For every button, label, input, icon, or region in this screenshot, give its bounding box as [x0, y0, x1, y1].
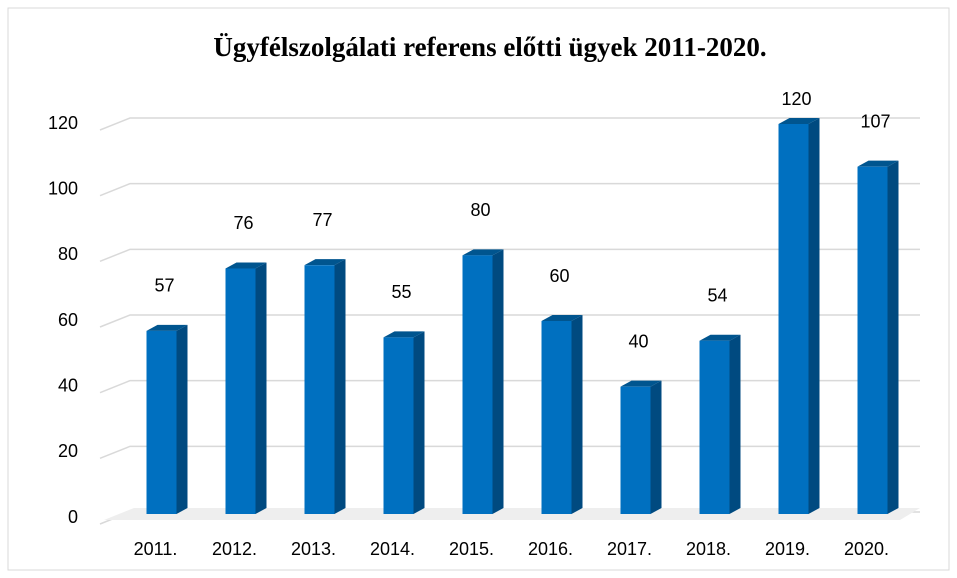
bar: [541, 321, 572, 514]
bar: [699, 340, 730, 514]
bar-side: [650, 380, 662, 514]
bar-side: [492, 249, 504, 515]
x-tick-label: 2016.: [528, 539, 573, 559]
data-label: 77: [312, 210, 332, 230]
bar-side: [255, 262, 267, 514]
data-label: 54: [707, 285, 727, 305]
x-tick-label: 2018.: [686, 539, 731, 559]
bar: [383, 337, 414, 514]
data-label: 120: [781, 89, 811, 109]
x-tick-label: 2019.: [765, 539, 810, 559]
grid-line: [99, 248, 920, 263]
bar: [462, 255, 493, 515]
data-label: 57: [154, 276, 174, 296]
bar-top: [620, 380, 662, 387]
x-tick-label: 2015.: [449, 539, 494, 559]
bar-top: [541, 315, 583, 321]
bar-top: [778, 118, 820, 124]
chart-title: Ügyfélszolgálati referens előtti ügyek 2…: [213, 32, 766, 62]
bar: [225, 268, 256, 514]
bar-side: [729, 334, 741, 514]
grid-line: [99, 314, 920, 328]
bar-side: [887, 160, 899, 514]
bar: [146, 330, 177, 514]
data-label: 80: [470, 200, 490, 220]
bar: [620, 386, 651, 514]
grid-line: [99, 117, 920, 131]
bar-side: [334, 259, 346, 514]
data-label: 40: [628, 331, 648, 351]
x-tick-label: 2020.: [844, 539, 889, 559]
y-tick-label: 60: [58, 310, 78, 330]
x-tick-label: 2013.: [291, 539, 336, 559]
bar-top: [857, 160, 899, 167]
data-label: 60: [549, 266, 569, 286]
x-tick-label: 2014.: [370, 539, 415, 559]
x-tick-label: 2012.: [212, 539, 257, 559]
y-tick-label: 120: [48, 113, 78, 133]
bar-side: [571, 315, 583, 514]
bar-top: [699, 334, 741, 341]
bar-top: [383, 331, 425, 338]
grid-line: [99, 182, 920, 197]
bar: [778, 124, 809, 514]
bar-side: [176, 324, 188, 514]
bar: [857, 166, 888, 514]
y-tick-label: 20: [58, 441, 78, 461]
bar-side: [808, 118, 820, 514]
y-tick-label: 0: [68, 507, 78, 527]
bar-side: [413, 331, 425, 514]
bar-top: [225, 262, 267, 269]
bar: [304, 265, 335, 514]
x-tick-label: 2017.: [607, 539, 652, 559]
data-label: 107: [860, 111, 890, 131]
bar-top: [304, 259, 346, 266]
data-label: 55: [391, 282, 411, 302]
y-tick-label: 80: [58, 244, 78, 264]
y-tick-label: 40: [58, 375, 78, 395]
x-tick-label: 2011.: [134, 539, 178, 559]
data-label: 76: [233, 213, 253, 233]
bar-top: [146, 324, 188, 331]
y-tick-label: 100: [48, 178, 78, 198]
bar-top: [462, 249, 504, 256]
